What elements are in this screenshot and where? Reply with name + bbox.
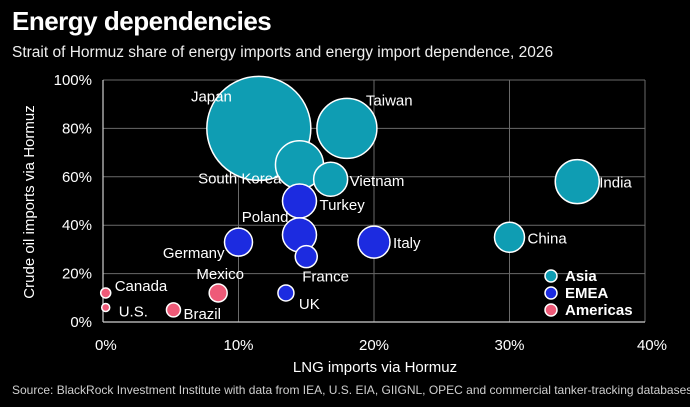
point-label: Mexico — [196, 266, 244, 283]
legend-marker — [544, 269, 558, 283]
y-tick-label: 0% — [70, 314, 92, 331]
point-label: India — [599, 175, 632, 192]
y-tick-label: 80% — [62, 120, 92, 137]
point-label: Italy — [393, 235, 421, 252]
source-note: Source: BlackRock Investment Institute w… — [12, 383, 690, 397]
x-tick-label: 0% — [95, 337, 117, 354]
bubble-italy — [357, 225, 391, 259]
y-tick-label: 60% — [62, 169, 92, 186]
legend-marker — [544, 303, 558, 317]
legend-marker — [544, 286, 558, 300]
bubble-china — [493, 221, 526, 254]
x-tick-label: 40% — [637, 337, 667, 354]
bubble-canada — [99, 287, 112, 299]
point-label: Poland — [242, 209, 289, 226]
y-axis-title: Crude oil imports via Hormuz — [21, 105, 38, 298]
x-tick-label: 20% — [359, 337, 389, 354]
point-label: Taiwan — [366, 92, 413, 109]
x-tick-label: 10% — [223, 337, 253, 354]
point-label: China — [528, 230, 568, 247]
bubble-vietnam — [312, 161, 349, 197]
point-label: Brazil — [183, 306, 221, 323]
bubble-india — [554, 158, 600, 205]
bubble-taiwan — [316, 97, 378, 160]
bubble-uk — [277, 284, 295, 302]
scatter-chart: 0% 10% 20% 30% 40% 0% 20% 40% 60% 80% 100% LNG impo… — [21, 72, 667, 376]
point-label: Vietnam — [350, 173, 405, 190]
x-tick-label: 30% — [494, 337, 524, 354]
chart-subtitle: Strait of Hormuz share of energy imports… — [12, 44, 554, 61]
bubble-mexico — [208, 283, 228, 303]
bubble-germany — [223, 227, 254, 257]
bubble-france — [294, 244, 318, 269]
y-tick-label: 20% — [62, 266, 92, 283]
point-label: Turkey — [319, 197, 365, 214]
point-label: South Korea — [198, 171, 282, 188]
point-label: Germany — [163, 245, 225, 262]
y-tick-label: 40% — [62, 217, 92, 234]
legend-label: EMEA — [565, 285, 609, 302]
x-axis-title: LNG imports via Hormuz — [293, 359, 457, 376]
bubble-brazil — [165, 302, 182, 318]
point-label: UK — [299, 296, 320, 313]
legend-label: Asia — [565, 268, 597, 285]
bubble-u-s — [100, 302, 111, 313]
point-label: Japan — [191, 88, 232, 105]
point-label: France — [302, 269, 349, 286]
point-label: Canada — [115, 278, 168, 295]
chart-title: Energy dependencies — [12, 6, 272, 36]
legend-label: Americas — [565, 302, 633, 319]
y-tick-label: 100% — [54, 72, 92, 89]
point-label: U.S. — [119, 303, 148, 320]
